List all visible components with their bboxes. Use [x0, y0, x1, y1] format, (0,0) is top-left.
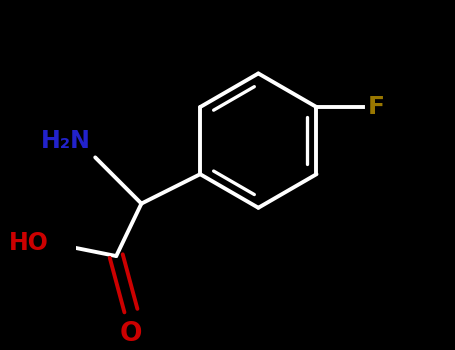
- Text: O: O: [120, 321, 142, 347]
- Text: H₂N: H₂N: [41, 129, 91, 153]
- Text: HO: HO: [9, 231, 49, 256]
- Text: F: F: [368, 95, 385, 119]
